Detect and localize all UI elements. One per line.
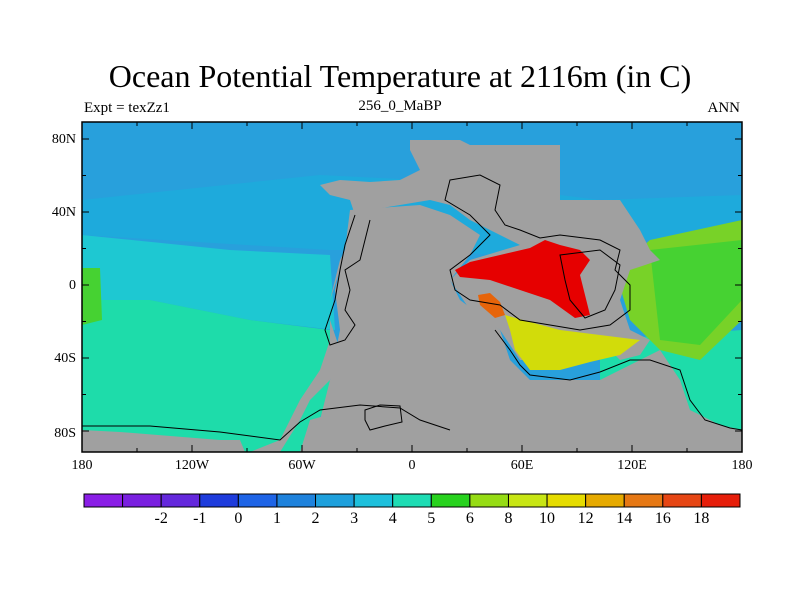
lat-label-40s: 40S	[54, 351, 76, 366]
colorbar-swatch	[392, 493, 432, 508]
south-west-region	[82, 300, 330, 452]
coastline-island	[364, 404, 403, 431]
lat-label-0: 0	[69, 278, 76, 293]
colorbar	[83, 493, 741, 508]
colorbar-swatch	[585, 493, 625, 508]
coastline-west	[324, 214, 371, 346]
colorbar-swatch	[122, 493, 162, 508]
colorbar-label: 12	[577, 510, 594, 527]
colorbar-swatch	[662, 493, 702, 508]
land-central	[320, 205, 742, 452]
colorbar-swatch	[700, 493, 741, 508]
lon-label-60e: 60E	[510, 458, 534, 473]
lon-label-180e: 180	[731, 458, 753, 473]
colorbar-swatch	[469, 493, 509, 508]
colorbar-label: 14	[616, 510, 633, 527]
lat-label-80s: 80S	[54, 426, 76, 441]
colorbar-label: -2	[154, 510, 168, 527]
colorbar-swatch	[199, 493, 239, 508]
experiment-label: Expt = texZz1	[84, 100, 170, 116]
colorbar-label: -1	[193, 510, 207, 527]
colorbar-label: 8	[504, 510, 513, 527]
east-green-region	[650, 240, 742, 345]
colorbar-swatch	[237, 493, 278, 508]
colorbar-label: 18	[693, 510, 710, 527]
colorbar-swatch	[546, 493, 587, 508]
coastline-antarctic	[82, 404, 451, 441]
colorbar-label: 2	[311, 510, 320, 527]
colorbar-label: 16	[654, 510, 671, 527]
colorbar-label: 5	[427, 510, 436, 527]
lon-label-180w: 180	[71, 458, 93, 473]
map-title: Ocean Potential Temperature at 2116m (in…	[108, 58, 692, 94]
coastline-south	[494, 329, 743, 431]
colorbar-swatch	[623, 493, 664, 508]
lat-label-80n: 80N	[51, 132, 76, 147]
colorbar-label: 6	[465, 510, 474, 527]
hot-region	[455, 240, 590, 318]
lat-label-40n: 40N	[51, 205, 76, 220]
colorbar-swatch	[160, 493, 201, 508]
lon-label-120e: 120E	[617, 458, 647, 473]
colorbar-label: 0	[234, 510, 243, 527]
colorbar-label: 1	[272, 510, 281, 527]
colorbar-label: 10	[539, 510, 556, 527]
coastline-outline	[444, 174, 631, 331]
colorbar-swatch	[430, 493, 471, 508]
season-label: ANN	[707, 100, 741, 116]
time-label: 256_0_MaBP	[358, 98, 442, 114]
colorbar-label: 4	[388, 510, 397, 527]
colorbar-label: 3	[350, 510, 359, 527]
colorbar-swatch	[315, 493, 355, 508]
lon-label-60w: 60W	[288, 458, 316, 473]
colorbar-swatch	[83, 493, 124, 508]
coastline-inner	[559, 249, 621, 319]
colorbar-swatch	[353, 493, 394, 508]
yellow-region	[505, 315, 640, 370]
tropical-west-region	[82, 235, 335, 330]
lon-label-0: 0	[408, 458, 416, 473]
orange-region	[478, 293, 505, 318]
lon-label-120w: 120W	[174, 458, 210, 473]
colorbar-swatch	[276, 493, 317, 508]
axis-ticks	[81, 122, 743, 452]
west-green-patch	[82, 268, 102, 325]
coastlines	[82, 174, 743, 441]
ocean-field	[82, 122, 742, 452]
land-mass	[82, 140, 660, 452]
colorbar-swatch	[507, 493, 548, 508]
